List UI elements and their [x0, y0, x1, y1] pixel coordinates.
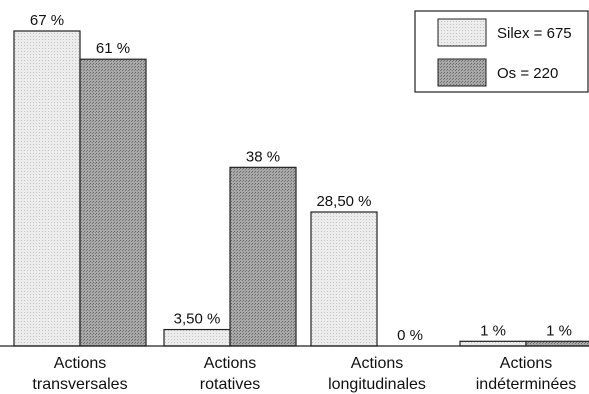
- bar-silex-1: [13, 30, 81, 347]
- value-label-os-3: 0 %: [397, 327, 423, 344]
- category-label-4-line-1: Actions: [500, 355, 552, 372]
- bar-os-4: [525, 340, 589, 347]
- bar-os-2: [229, 166, 297, 347]
- legend-label-os: Os = 220: [497, 65, 558, 82]
- legend-swatch-silex: [437, 18, 487, 47]
- bar-silex-2: [163, 328, 231, 347]
- category-label-3-line-1: Actions: [351, 355, 403, 372]
- category-label-3-line-2: longitudinales: [328, 376, 426, 393]
- value-label-silex-1: 67 %: [30, 12, 64, 29]
- category-label-2-line-2: rotatives: [200, 376, 260, 393]
- category-label-2-line-1: Actions: [204, 355, 256, 372]
- value-label-silex-4: 1 %: [480, 322, 506, 339]
- legend: Silex = 675 Os = 220: [414, 10, 589, 93]
- category-labels-group: Actions transversales Actions rotatives Acti…: [32, 355, 576, 393]
- bar-silex-4: [459, 340, 527, 347]
- category-label-1-line-2: transversales: [32, 376, 127, 393]
- legend-swatch-os: [437, 58, 487, 87]
- value-label-silex-3: 28,50 %: [316, 193, 371, 210]
- category-label-1-line-1: Actions: [54, 355, 106, 372]
- legend-label-silex: Silex = 675: [497, 25, 572, 42]
- bar-os-1: [79, 58, 147, 347]
- value-label-os-4: 1 %: [546, 322, 572, 339]
- value-labels-group: 67 % 61 % 3,50 % 38 % 28,50 % 0 % 1 % 1 %: [30, 12, 572, 344]
- bar-silex-3: [310, 211, 378, 347]
- value-label-silex-2: 3,50 %: [174, 311, 221, 328]
- value-label-os-2: 38 %: [246, 148, 280, 165]
- category-label-4-line-2: indéterminées: [476, 376, 577, 393]
- bars-group: [13, 30, 589, 347]
- value-label-os-1: 61 %: [96, 40, 130, 57]
